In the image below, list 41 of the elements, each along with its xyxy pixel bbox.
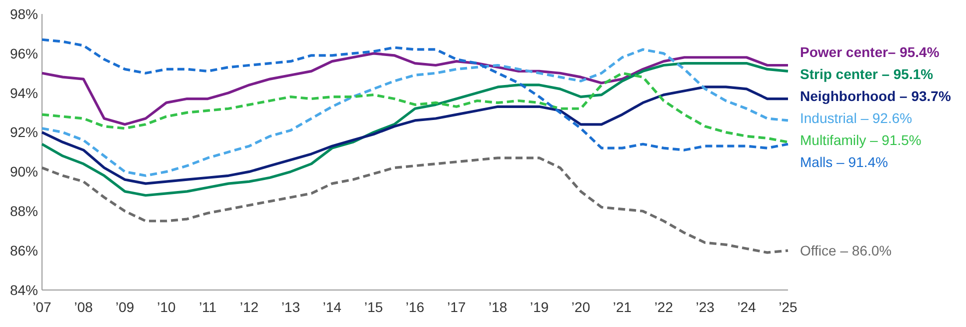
- series-label: Power center– 95.4%: [800, 44, 940, 60]
- series-label: Strip center – 95.1%: [800, 66, 934, 82]
- x-tick-label: ’07: [32, 299, 52, 315]
- x-tick-label: ’15: [364, 299, 384, 315]
- y-tick-label: 98%: [10, 6, 38, 22]
- line-series: [40, 52, 790, 126]
- x-tick-label: ’22: [654, 299, 674, 315]
- x-tick-label: ’16: [406, 299, 425, 315]
- x-tick-label: ’21: [612, 299, 632, 315]
- line-series: [40, 72, 790, 144]
- series-label: Office – 86.0%: [800, 242, 892, 258]
- y-tick-label: 88%: [10, 203, 38, 220]
- x-tick-label: ’20: [571, 299, 590, 315]
- y-tick-label: 84%: [10, 282, 38, 298]
- x-tick-label: ’10: [156, 299, 176, 315]
- line-series: [40, 62, 790, 197]
- y-tick-label: 90%: [10, 164, 38, 180]
- series-label: Multifamily – 91.5%: [800, 132, 922, 148]
- x-tick-label: ’18: [488, 299, 508, 315]
- line-series: [40, 156, 790, 254]
- line-series: [40, 86, 790, 185]
- y-tick-label: 86%: [10, 242, 38, 258]
- y-tick-label: 96%: [10, 45, 38, 62]
- x-tick-label: ’09: [116, 299, 134, 315]
- series-label: Malls – 91.4%: [800, 154, 888, 170]
- y-tick-label: 92%: [10, 124, 38, 140]
- x-tick-label: ’12: [240, 299, 259, 315]
- series-label: Neighborhood – 93.7%: [800, 88, 952, 104]
- y-tick-label: 94%: [10, 84, 38, 101]
- x-tick-label: ’11: [198, 299, 217, 315]
- x-tick-label: ’19: [530, 299, 549, 315]
- line-series: [40, 48, 790, 177]
- line-series: [40, 38, 790, 152]
- x-tick-label: ’13: [281, 299, 300, 315]
- x-tick-label: ’14: [322, 299, 342, 315]
- x-tick-label: ’08: [74, 299, 93, 315]
- x-tick-label: ’25: [778, 299, 798, 315]
- x-tick-label: ’24: [737, 299, 756, 315]
- x-tick-label: ’23: [696, 299, 715, 315]
- x-tick-label: ’17: [447, 299, 466, 315]
- series-label: Industrial – 92.6%: [800, 110, 912, 126]
